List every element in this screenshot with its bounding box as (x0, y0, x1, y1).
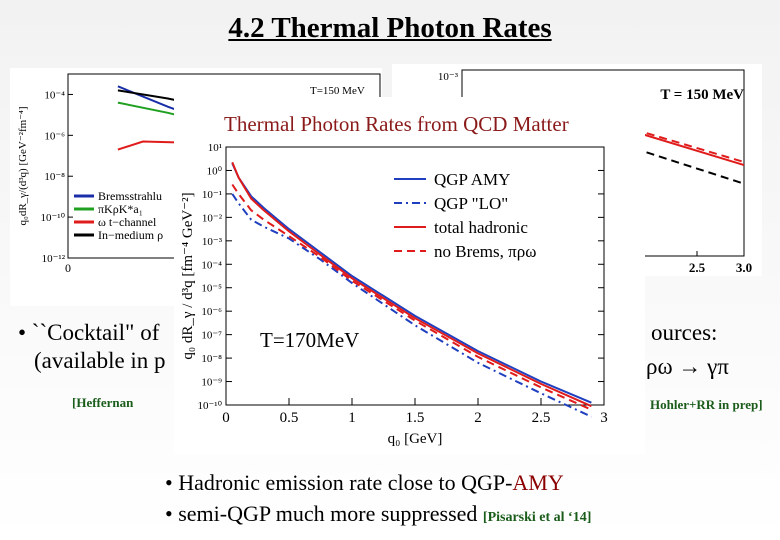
right-y-tick-label: 10⁻³ (438, 71, 459, 83)
reference-pisarski: [Pisarski et al ‘14] (482, 510, 592, 525)
series-line-1 (231, 193, 592, 418)
bullet-semi-qgp: • semi-QGP much more suppressed [Pisarsk… (165, 501, 591, 527)
bullet-semi-qgp-text: • semi-QGP much more suppressed (165, 501, 483, 526)
x-tick-label: 0.5 (280, 410, 299, 426)
left-y-axis-label: q₀dR_γ/(d³q) [GeV⁻²fm⁻⁴] (17, 106, 29, 225)
x-tick-label: 1.5 (406, 410, 425, 426)
y-axis-label: q₀ dR_γ / d³q [fm⁻⁴ GeV⁻²] (180, 192, 196, 359)
chart-title: Thermal Photon Rates from QCD Matter (224, 112, 569, 136)
left-x-tick-label: 0 (65, 261, 71, 275)
bullet-cocktail-line1: • ``Cocktail" of (18, 320, 160, 345)
reference-heffernan: [Heffernan (72, 395, 134, 410)
legend-label-0: QGP AMY (434, 170, 510, 189)
x-tick-label: 3 (600, 410, 608, 426)
left-legend-label-2: ω t−channel (98, 215, 157, 229)
left-y-tick-label: 10⁻⁶ (44, 130, 65, 142)
y-tick-label: 10⁻¹ (202, 189, 222, 201)
y-tick-label: 10⁻⁴ (201, 259, 222, 271)
legend-label-1: QGP "LO" (434, 194, 508, 213)
left-y-tick-label: 10⁻¹⁰ (40, 212, 65, 224)
left-legend-label-3: In−medium ρ (98, 228, 163, 242)
series-line-0 (231, 162, 592, 404)
temperature-annotation: T=170MeV (260, 328, 359, 352)
right-x-tick-label: 2.5 (689, 260, 706, 275)
bullet-formula: ρω → γπ (646, 354, 729, 379)
bullet-hadronic: • Hadronic emission rate close to QGP-AM… (165, 470, 564, 496)
y-tick-label: 10⁻⁷ (201, 330, 222, 342)
x-tick-label: 2 (474, 410, 482, 426)
left-legend-label-0: Bremsstrahlu (98, 189, 162, 203)
series-line-right-2 (621, 143, 745, 185)
center-main-plot: Thermal Photon Rates from QCD Matter 10¹ 1… (174, 97, 645, 454)
y-tick-label: 10⁻⁶ (201, 306, 222, 318)
x-tick-label: 2.5 (532, 410, 551, 426)
x-tick-label: 1 (348, 410, 356, 426)
left-y-tick-label: 10⁻¹² (42, 253, 66, 265)
y-tick-label: 10⁻⁸ (201, 353, 222, 365)
y-tick-label: 10⁻⁵ (201, 283, 222, 295)
bullet-cocktail-line2: (available in p (34, 348, 166, 373)
series-line-right-1 (621, 124, 745, 163)
y-tick-label: 10⁻² (202, 212, 223, 224)
left-plot-header: T=150 MeV (310, 85, 365, 97)
series-line-3 (231, 183, 592, 411)
left-legend-label-1: πKρK*a₁ (98, 202, 143, 216)
plot-frame (225, 146, 605, 406)
y-tick-label: 10¹ (208, 142, 222, 154)
amy-highlight: AMY (512, 470, 564, 495)
x-tick-label: 0 (222, 410, 230, 426)
series-line-2 (231, 161, 592, 408)
y-tick-label: 10⁻¹⁰ (197, 400, 222, 412)
reference-hohler: Hohler+RR in prep] (650, 397, 763, 412)
legend-label-3: no Brems, πρω (434, 242, 536, 261)
bullet-sources-right: ources: (651, 320, 718, 345)
y-tick-label: 10⁻⁹ (201, 377, 222, 389)
left-y-tick-label: 10⁻⁴ (44, 89, 65, 101)
y-tick-label: 10⁰ (207, 165, 223, 177)
right-plot-header: T = 150 MeV (660, 87, 744, 103)
left-y-tick-label: 10⁻⁸ (44, 171, 65, 183)
legend-label-2: total hadronic (434, 218, 528, 237)
x-axis-label: q₀ [GeV] (388, 431, 443, 447)
bullet-hadronic-text: • Hadronic emission rate close to QGP- (165, 470, 513, 495)
right-x-tick-label: 3.0 (736, 260, 752, 275)
slide-title: 4.2 Thermal Photon Rates (228, 12, 552, 44)
y-tick-label: 10⁻³ (202, 236, 223, 248)
